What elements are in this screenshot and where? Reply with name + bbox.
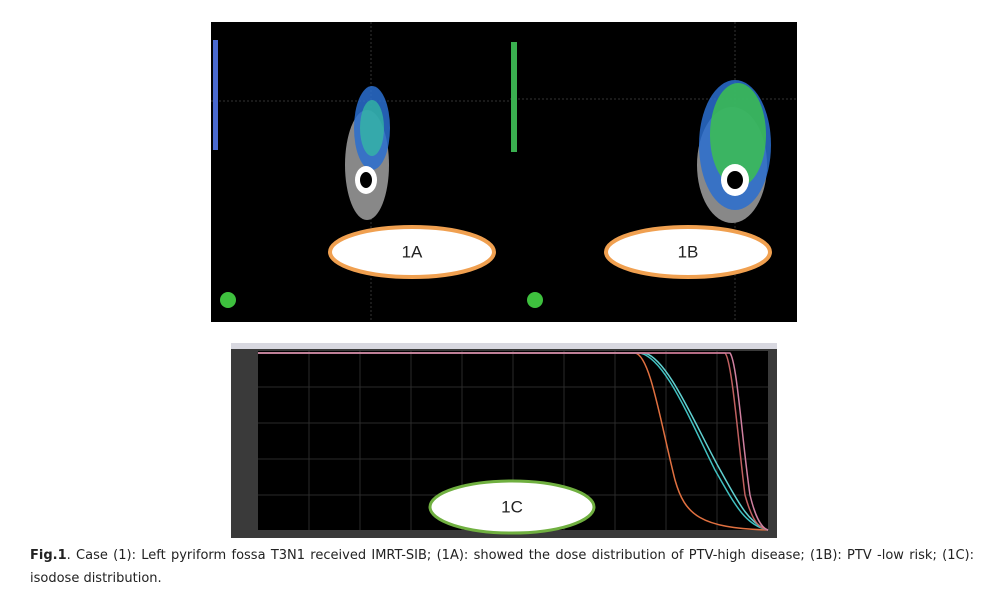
panel-label: 1A [402, 242, 423, 261]
anatomy [360, 172, 372, 188]
dvh-curve [258, 352, 769, 531]
dose-scale [213, 40, 218, 150]
dvh-curve [258, 352, 769, 531]
dose-region [710, 83, 766, 187]
dose-scale [511, 42, 517, 152]
dvh-curve [258, 352, 769, 531]
orientation-icon [527, 292, 543, 308]
window-titlebar [231, 343, 777, 349]
dvh-curve [258, 352, 769, 531]
orientation-icon [220, 292, 236, 308]
anatomy [727, 171, 743, 189]
caption: Fig.1. Case (1): Left pyriform fossa T3N… [30, 544, 974, 590]
panel-1b: 1B [510, 22, 797, 322]
caption-text: . Case (1): Left pyriform fossa T3N1 rec… [30, 548, 974, 586]
label-ellipse [328, 225, 496, 279]
grid [258, 351, 768, 530]
figure: 1A 1B 1C [211, 22, 797, 538]
panel-label: 1C [501, 497, 523, 516]
caption-label: Fig.1 [30, 548, 67, 563]
panel-1a: 1A [211, 22, 510, 322]
dose-region [360, 100, 384, 156]
panel-label: 1B [678, 242, 699, 261]
label-ellipse [604, 225, 772, 279]
label-ellipse [428, 479, 596, 535]
panel-1c: 1C [231, 343, 777, 538]
dvh-curve [258, 352, 769, 531]
